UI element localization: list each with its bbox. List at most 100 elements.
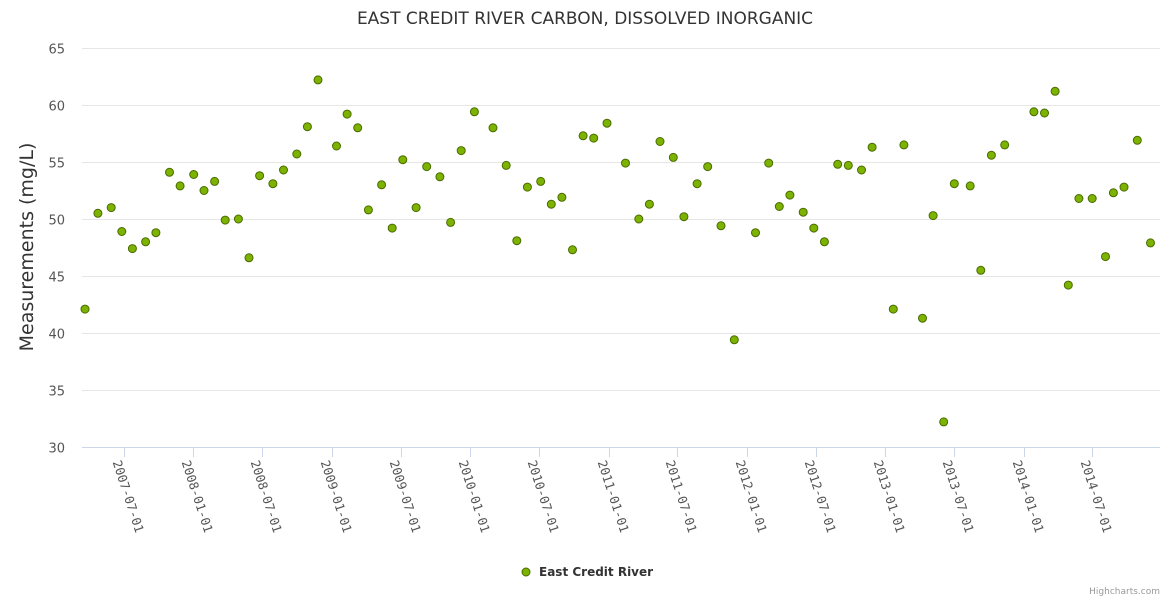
data-point[interactable] bbox=[621, 158, 630, 168]
data-point[interactable] bbox=[363, 205, 373, 215]
data-point[interactable] bbox=[435, 172, 445, 182]
data-point[interactable] bbox=[1132, 135, 1142, 145]
data-point[interactable] bbox=[785, 190, 795, 200]
data-point[interactable] bbox=[117, 227, 127, 236]
data-point[interactable] bbox=[244, 253, 254, 263]
data-point[interactable] bbox=[411, 203, 421, 213]
data-point[interactable] bbox=[446, 217, 456, 227]
data-point[interactable] bbox=[546, 199, 556, 209]
data-point[interactable] bbox=[809, 223, 819, 233]
data-point[interactable] bbox=[634, 214, 644, 224]
data-point[interactable] bbox=[833, 159, 843, 169]
data-point[interactable] bbox=[422, 162, 432, 172]
data-point[interactable] bbox=[774, 202, 784, 211]
data-point[interactable] bbox=[501, 160, 511, 170]
data-point[interactable] bbox=[302, 122, 312, 132]
data-point[interactable] bbox=[568, 245, 577, 255]
data-point[interactable] bbox=[80, 304, 90, 314]
data-point[interactable] bbox=[93, 208, 103, 218]
data-point[interactable] bbox=[279, 165, 288, 175]
data-point[interactable] bbox=[1108, 188, 1118, 198]
data-point[interactable] bbox=[512, 236, 522, 246]
data-point[interactable] bbox=[843, 160, 853, 170]
data-point[interactable] bbox=[867, 142, 877, 152]
data-point[interactable] bbox=[189, 170, 199, 179]
data-point[interactable] bbox=[199, 186, 209, 195]
data-point[interactable] bbox=[668, 152, 678, 162]
data-point[interactable] bbox=[522, 182, 532, 192]
y-tick-label: 60 bbox=[48, 100, 65, 115]
data-point[interactable] bbox=[332, 141, 341, 151]
data-point[interactable] bbox=[589, 133, 599, 143]
data-point[interactable] bbox=[1000, 140, 1010, 150]
x-tick-label: 2008-01-01 bbox=[179, 458, 217, 534]
data-point[interactable] bbox=[602, 118, 612, 128]
data-point[interactable] bbox=[819, 237, 829, 247]
legend[interactable]: East Credit River bbox=[521, 565, 653, 579]
x-tick-label: 2008-07-01 bbox=[248, 458, 286, 534]
series-points bbox=[80, 75, 1155, 427]
data-point[interactable] bbox=[1119, 182, 1129, 192]
data-point[interactable] bbox=[377, 180, 387, 190]
data-point[interactable] bbox=[313, 75, 323, 85]
x-tick-label: 2013-01-01 bbox=[871, 458, 909, 534]
data-point[interactable] bbox=[949, 179, 959, 189]
data-point[interactable] bbox=[939, 417, 949, 427]
data-point[interactable] bbox=[255, 171, 265, 181]
data-point[interactable] bbox=[764, 158, 774, 168]
data-point[interactable] bbox=[965, 181, 975, 191]
data-point[interactable] bbox=[1074, 194, 1084, 203]
data-point[interactable] bbox=[751, 228, 760, 238]
data-point[interactable] bbox=[210, 176, 220, 186]
y-tick-label: 45 bbox=[48, 271, 65, 286]
data-point[interactable] bbox=[857, 165, 866, 175]
data-point[interactable] bbox=[679, 212, 689, 222]
data-point[interactable] bbox=[1063, 280, 1073, 290]
data-point[interactable] bbox=[716, 221, 726, 231]
data-point[interactable] bbox=[1101, 252, 1110, 262]
data-point[interactable] bbox=[578, 131, 588, 141]
data-point[interactable] bbox=[292, 149, 302, 159]
data-point[interactable] bbox=[1050, 86, 1060, 96]
x-tick-label: 2013-07-01 bbox=[940, 458, 978, 534]
data-point[interactable] bbox=[469, 107, 479, 117]
data-point[interactable] bbox=[151, 228, 161, 238]
data-point[interactable] bbox=[918, 313, 927, 323]
data-point[interactable] bbox=[1146, 238, 1155, 248]
data-point[interactable] bbox=[268, 179, 278, 189]
x-tick-label: 2012-01-01 bbox=[733, 458, 771, 534]
data-point[interactable] bbox=[536, 176, 546, 186]
data-point[interactable] bbox=[141, 237, 151, 247]
data-point[interactable] bbox=[644, 199, 654, 209]
y-axis-ticks: 30 35 40 45 50 55 60 65 bbox=[48, 43, 65, 457]
data-point[interactable] bbox=[353, 123, 363, 133]
data-point[interactable] bbox=[342, 109, 352, 119]
data-point[interactable] bbox=[888, 304, 898, 314]
x-tick-label: 2009-07-01 bbox=[387, 458, 425, 534]
data-point[interactable] bbox=[692, 179, 702, 189]
credits[interactable]: Highcharts.com bbox=[1089, 587, 1160, 597]
data-point[interactable] bbox=[798, 207, 808, 217]
data-point[interactable] bbox=[398, 155, 408, 165]
legend-label[interactable]: East Credit River bbox=[539, 565, 653, 579]
data-point[interactable] bbox=[1029, 107, 1039, 117]
data-point[interactable] bbox=[220, 215, 230, 225]
data-point[interactable] bbox=[233, 214, 243, 224]
data-point[interactable] bbox=[655, 137, 665, 146]
data-point[interactable] bbox=[456, 146, 466, 156]
data-point[interactable] bbox=[729, 335, 739, 345]
data-point[interactable] bbox=[175, 181, 185, 191]
data-point[interactable] bbox=[1087, 194, 1097, 203]
data-point[interactable] bbox=[165, 167, 174, 177]
data-point[interactable] bbox=[976, 265, 986, 275]
data-point[interactable] bbox=[557, 192, 567, 202]
data-point[interactable] bbox=[387, 223, 397, 233]
data-point[interactable] bbox=[986, 150, 996, 160]
data-point[interactable] bbox=[127, 244, 137, 254]
data-point[interactable] bbox=[703, 162, 713, 172]
data-point[interactable] bbox=[106, 203, 116, 213]
data-point[interactable] bbox=[488, 123, 498, 133]
data-point[interactable] bbox=[899, 140, 909, 150]
data-point[interactable] bbox=[928, 211, 938, 221]
data-point[interactable] bbox=[1040, 108, 1049, 118]
